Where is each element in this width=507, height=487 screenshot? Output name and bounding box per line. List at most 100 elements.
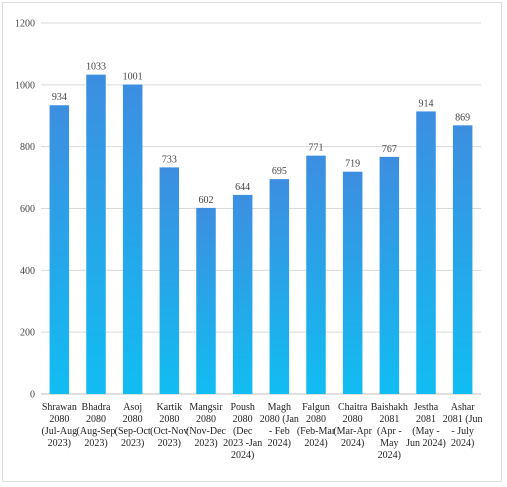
data-label: 719: [345, 159, 360, 170]
y-axis-ticks: 0 200 400 600 800 1000 1200: [15, 19, 35, 401]
category-label-line: Poush: [230, 402, 254, 413]
category-label: Asoj 2080 (Sep-Oct 2023): [115, 402, 151, 449]
y-tick-label: 200: [20, 328, 35, 339]
category-label-line: (Feb-Mar: [297, 426, 336, 437]
category-label-line: (Mar-Apr: [333, 426, 372, 437]
bar: [342, 171, 363, 394]
category-label-line: Kartik: [157, 402, 183, 413]
category-label-line: (Oct-Nov: [150, 426, 188, 437]
data-label: 733: [162, 154, 177, 165]
bar: [122, 84, 143, 394]
category-label-line: 2080: [159, 414, 179, 425]
category-label-line: 2023): [48, 438, 71, 449]
data-label: 771: [309, 143, 324, 154]
category-label-line: Magh: [268, 402, 291, 413]
category-label-line: Bhadra: [82, 402, 111, 413]
category-label-line: (Sep-Oct: [115, 426, 151, 437]
category-label-line: May: [380, 438, 398, 449]
category-label-line: 2080: [233, 414, 253, 425]
category-label-line: 2024): [378, 450, 401, 461]
bar: [379, 156, 400, 394]
gridlines: [41, 22, 481, 395]
category-label-line: Ashar: [451, 402, 476, 413]
category-label-line: 2024): [268, 438, 291, 449]
category-label: Mangsir 2080 (Nov-Dec 2023): [186, 402, 227, 449]
category-label-line: (Dec: [233, 426, 253, 437]
data-label: 869: [455, 112, 470, 123]
category-label-line: 2080 (Jan: [260, 414, 299, 425]
bar: [86, 74, 106, 395]
category-label-line: Baishakh: [371, 402, 408, 413]
category-label-line: (Jul-Aug: [42, 426, 78, 437]
category-label-line: - July: [451, 426, 474, 437]
category-label-line: 2080: [49, 414, 69, 425]
y-tick-label: 1200: [15, 19, 35, 30]
bar: [196, 207, 216, 394]
category-label-line: (Nov-Dec: [186, 426, 227, 437]
category-label-line: 2024): [304, 438, 327, 449]
bars: [49, 74, 473, 395]
category-label: Baishakh 2081 (Apr -May 2024): [371, 402, 408, 461]
category-label: Kartik 2080 (Oct-Nov 2023): [150, 402, 188, 449]
data-label: 1001: [123, 72, 143, 83]
y-tick-label: 1000: [15, 80, 35, 91]
category-label-line: 2080: [123, 414, 143, 425]
category-label-line: 2023): [84, 438, 107, 449]
bar: [269, 179, 290, 394]
category-label-line: 2023): [194, 438, 217, 449]
data-label: 602: [199, 195, 214, 206]
category-label: Magh 2080 (Jan - Feb 2024): [260, 402, 299, 449]
category-label-line: Falgun: [302, 402, 330, 413]
category-label-line: (May -: [412, 426, 440, 437]
data-label: 934: [52, 92, 67, 103]
category-label-line: (Aug-Sep: [77, 426, 116, 437]
data-label: 695: [272, 166, 287, 177]
category-label-line: 2080: [343, 414, 363, 425]
category-label-line: Mangsir: [189, 402, 223, 413]
category-label-line: 2080: [86, 414, 106, 425]
category-label-line: 2024): [451, 438, 474, 449]
data-label: 767: [382, 144, 397, 155]
category-label-line: 2081 (Jun: [443, 414, 483, 425]
category-label: Bhadra 2080 (Aug-Sep 2023): [77, 402, 116, 449]
x-axis-categories: Shrawan 2080 (Jul-Aug 2023)Bhadra 2080 (Aug-S…: [42, 402, 483, 461]
bar: [306, 155, 326, 394]
data-label: 914: [419, 98, 434, 109]
category-label-line: Jestha: [414, 402, 439, 413]
category-label-line: 2080: [196, 414, 216, 425]
data-labels: 934 1033 1001 733 602 644 695 771 719 767 914 869: [52, 62, 470, 206]
category-label-line: Asoj: [123, 402, 142, 413]
category-label: Poush 2080 (Dec 2023 -Jan 2024): [223, 402, 262, 461]
category-label-line: 2023): [158, 438, 181, 449]
category-label: Shrawan 2080 (Jul-Aug 2023): [42, 402, 78, 449]
category-label-line: 2024): [231, 450, 254, 461]
category-label-line: Chaitra: [338, 402, 368, 413]
category-label-line: (Apr -: [377, 426, 402, 437]
category-label-line: - Feb: [269, 426, 290, 437]
bar: [232, 194, 253, 394]
category-label-line: Shrawan: [42, 402, 77, 413]
bar: [416, 111, 436, 395]
y-tick-label: 0: [30, 390, 35, 401]
category-label-line: 2081: [416, 414, 436, 425]
data-label: 1033: [86, 62, 106, 73]
category-label-line: 2080: [306, 414, 326, 425]
category-label-line: 2081: [379, 414, 399, 425]
y-tick-label: 600: [20, 204, 35, 215]
bar: [159, 167, 180, 394]
category-label: Jestha 2081 (May -Jun 2024): [406, 402, 446, 449]
data-label: 644: [235, 182, 250, 193]
bar: [49, 105, 70, 394]
chart-frame: 0 200 400 600 800 1000 1200 934 1033 1001 733 602 6…: [2, 2, 502, 482]
category-label-line: 2023): [121, 438, 144, 449]
category-label-line: 2023 -Jan: [223, 438, 262, 449]
category-label: Chaitra 2080 (Mar-Apr 2024): [333, 402, 372, 449]
y-tick-label: 400: [20, 266, 35, 277]
category-label: Falgun 2080 (Feb-Mar 2024): [297, 402, 336, 449]
bar-chart: 0 200 400 600 800 1000 1200 934 1033 1001 733 602 6…: [15, 19, 483, 462]
category-label: Ashar 2081 (Jun - July 2024): [443, 402, 483, 449]
category-label-line: Jun 2024): [406, 438, 446, 449]
category-label-line: 2024): [341, 438, 364, 449]
bar: [452, 125, 473, 394]
y-tick-label: 800: [20, 142, 35, 153]
